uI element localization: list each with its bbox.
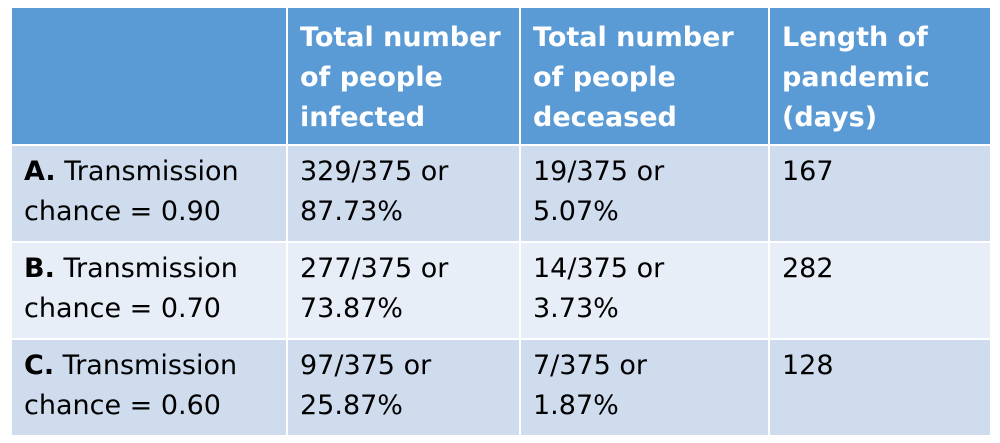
row-label-line: A. Transmission — [24, 152, 274, 192]
header-length-line: (days) — [782, 102, 878, 133]
length-cell: 128 — [768, 338, 992, 437]
header-infected-line: infected — [300, 102, 426, 133]
row-label-cell: B. Transmission chance = 0.70 — [10, 241, 288, 340]
length-value: 128 — [782, 350, 834, 381]
header-infected: Total number of people infected — [286, 6, 521, 146]
row-letter: B. — [24, 253, 55, 284]
length-cell: 282 — [768, 241, 992, 340]
table-row: B. Transmission chance = 0.70 277/375 or… — [10, 241, 992, 340]
deceased-count: 7/375 or — [533, 350, 648, 381]
deceased-percent: 5.07% — [533, 196, 619, 227]
header-empty-cell — [10, 6, 288, 146]
row-letter: A. — [24, 156, 56, 187]
row-label-text: Transmission — [64, 156, 239, 187]
deceased-cell: 19/375 or 5.07% — [519, 144, 770, 243]
row-label-text: Transmission — [63, 253, 238, 284]
infected-cell: 277/375 or 73.87% — [286, 241, 521, 340]
deceased-count: 14/375 or — [533, 253, 665, 284]
deceased-count: 19/375 or — [533, 156, 665, 187]
infected-cell: 329/375 or 87.73% — [286, 144, 521, 243]
table-body: A. Transmission chance = 0.90 329/375 or… — [10, 144, 992, 437]
row-label-line: B. Transmission — [24, 249, 274, 289]
infected-percent: 73.87% — [300, 293, 403, 324]
table-header: Total number of people infected Total nu… — [10, 6, 992, 146]
header-infected-line: of people — [300, 62, 443, 93]
header-deceased-line: of people — [533, 62, 676, 93]
table-row: A. Transmission chance = 0.90 329/375 or… — [10, 144, 992, 243]
infected-count: 329/375 or — [300, 156, 449, 187]
length-value: 282 — [782, 253, 834, 284]
header-deceased-line: deceased — [533, 102, 677, 133]
row-chance-text: chance = 0.60 — [24, 390, 221, 421]
table-row: C. Transmission chance = 0.60 97/375 or … — [10, 338, 992, 437]
deceased-cell: 7/375 or 1.87% — [519, 338, 770, 437]
deceased-percent: 1.87% — [533, 390, 619, 421]
deceased-percent: 3.73% — [533, 293, 619, 324]
header-infected-line: Total number — [300, 22, 501, 53]
row-letter: C. — [24, 350, 55, 381]
row-label-cell: A. Transmission chance = 0.90 — [10, 144, 288, 243]
infected-count: 277/375 or — [300, 253, 449, 284]
header-deceased: Total number of people deceased — [519, 6, 770, 146]
header-length-line: pandemic — [782, 62, 930, 93]
row-chance-text: chance = 0.90 — [24, 196, 221, 227]
row-label-text: Transmission — [62, 350, 238, 381]
header-length: Length of pandemic (days) — [768, 6, 992, 146]
header-length-line: Length of — [782, 22, 928, 53]
infected-percent: 25.87% — [300, 390, 403, 421]
row-chance-text: chance = 0.70 — [24, 293, 221, 324]
infected-count: 97/375 or — [300, 350, 432, 381]
infected-percent: 87.73% — [300, 196, 403, 227]
header-row: Total number of people infected Total nu… — [10, 6, 992, 146]
infected-cell: 97/375 or 25.87% — [286, 338, 521, 437]
header-deceased-line: Total number — [533, 22, 734, 53]
row-label-line: C. Transmission — [24, 346, 274, 386]
row-label-cell: C. Transmission chance = 0.60 — [10, 338, 288, 437]
deceased-cell: 14/375 or 3.73% — [519, 241, 770, 340]
length-cell: 167 — [768, 144, 992, 243]
pandemic-results-table: Total number of people infected Total nu… — [10, 6, 992, 437]
length-value: 167 — [782, 156, 834, 187]
